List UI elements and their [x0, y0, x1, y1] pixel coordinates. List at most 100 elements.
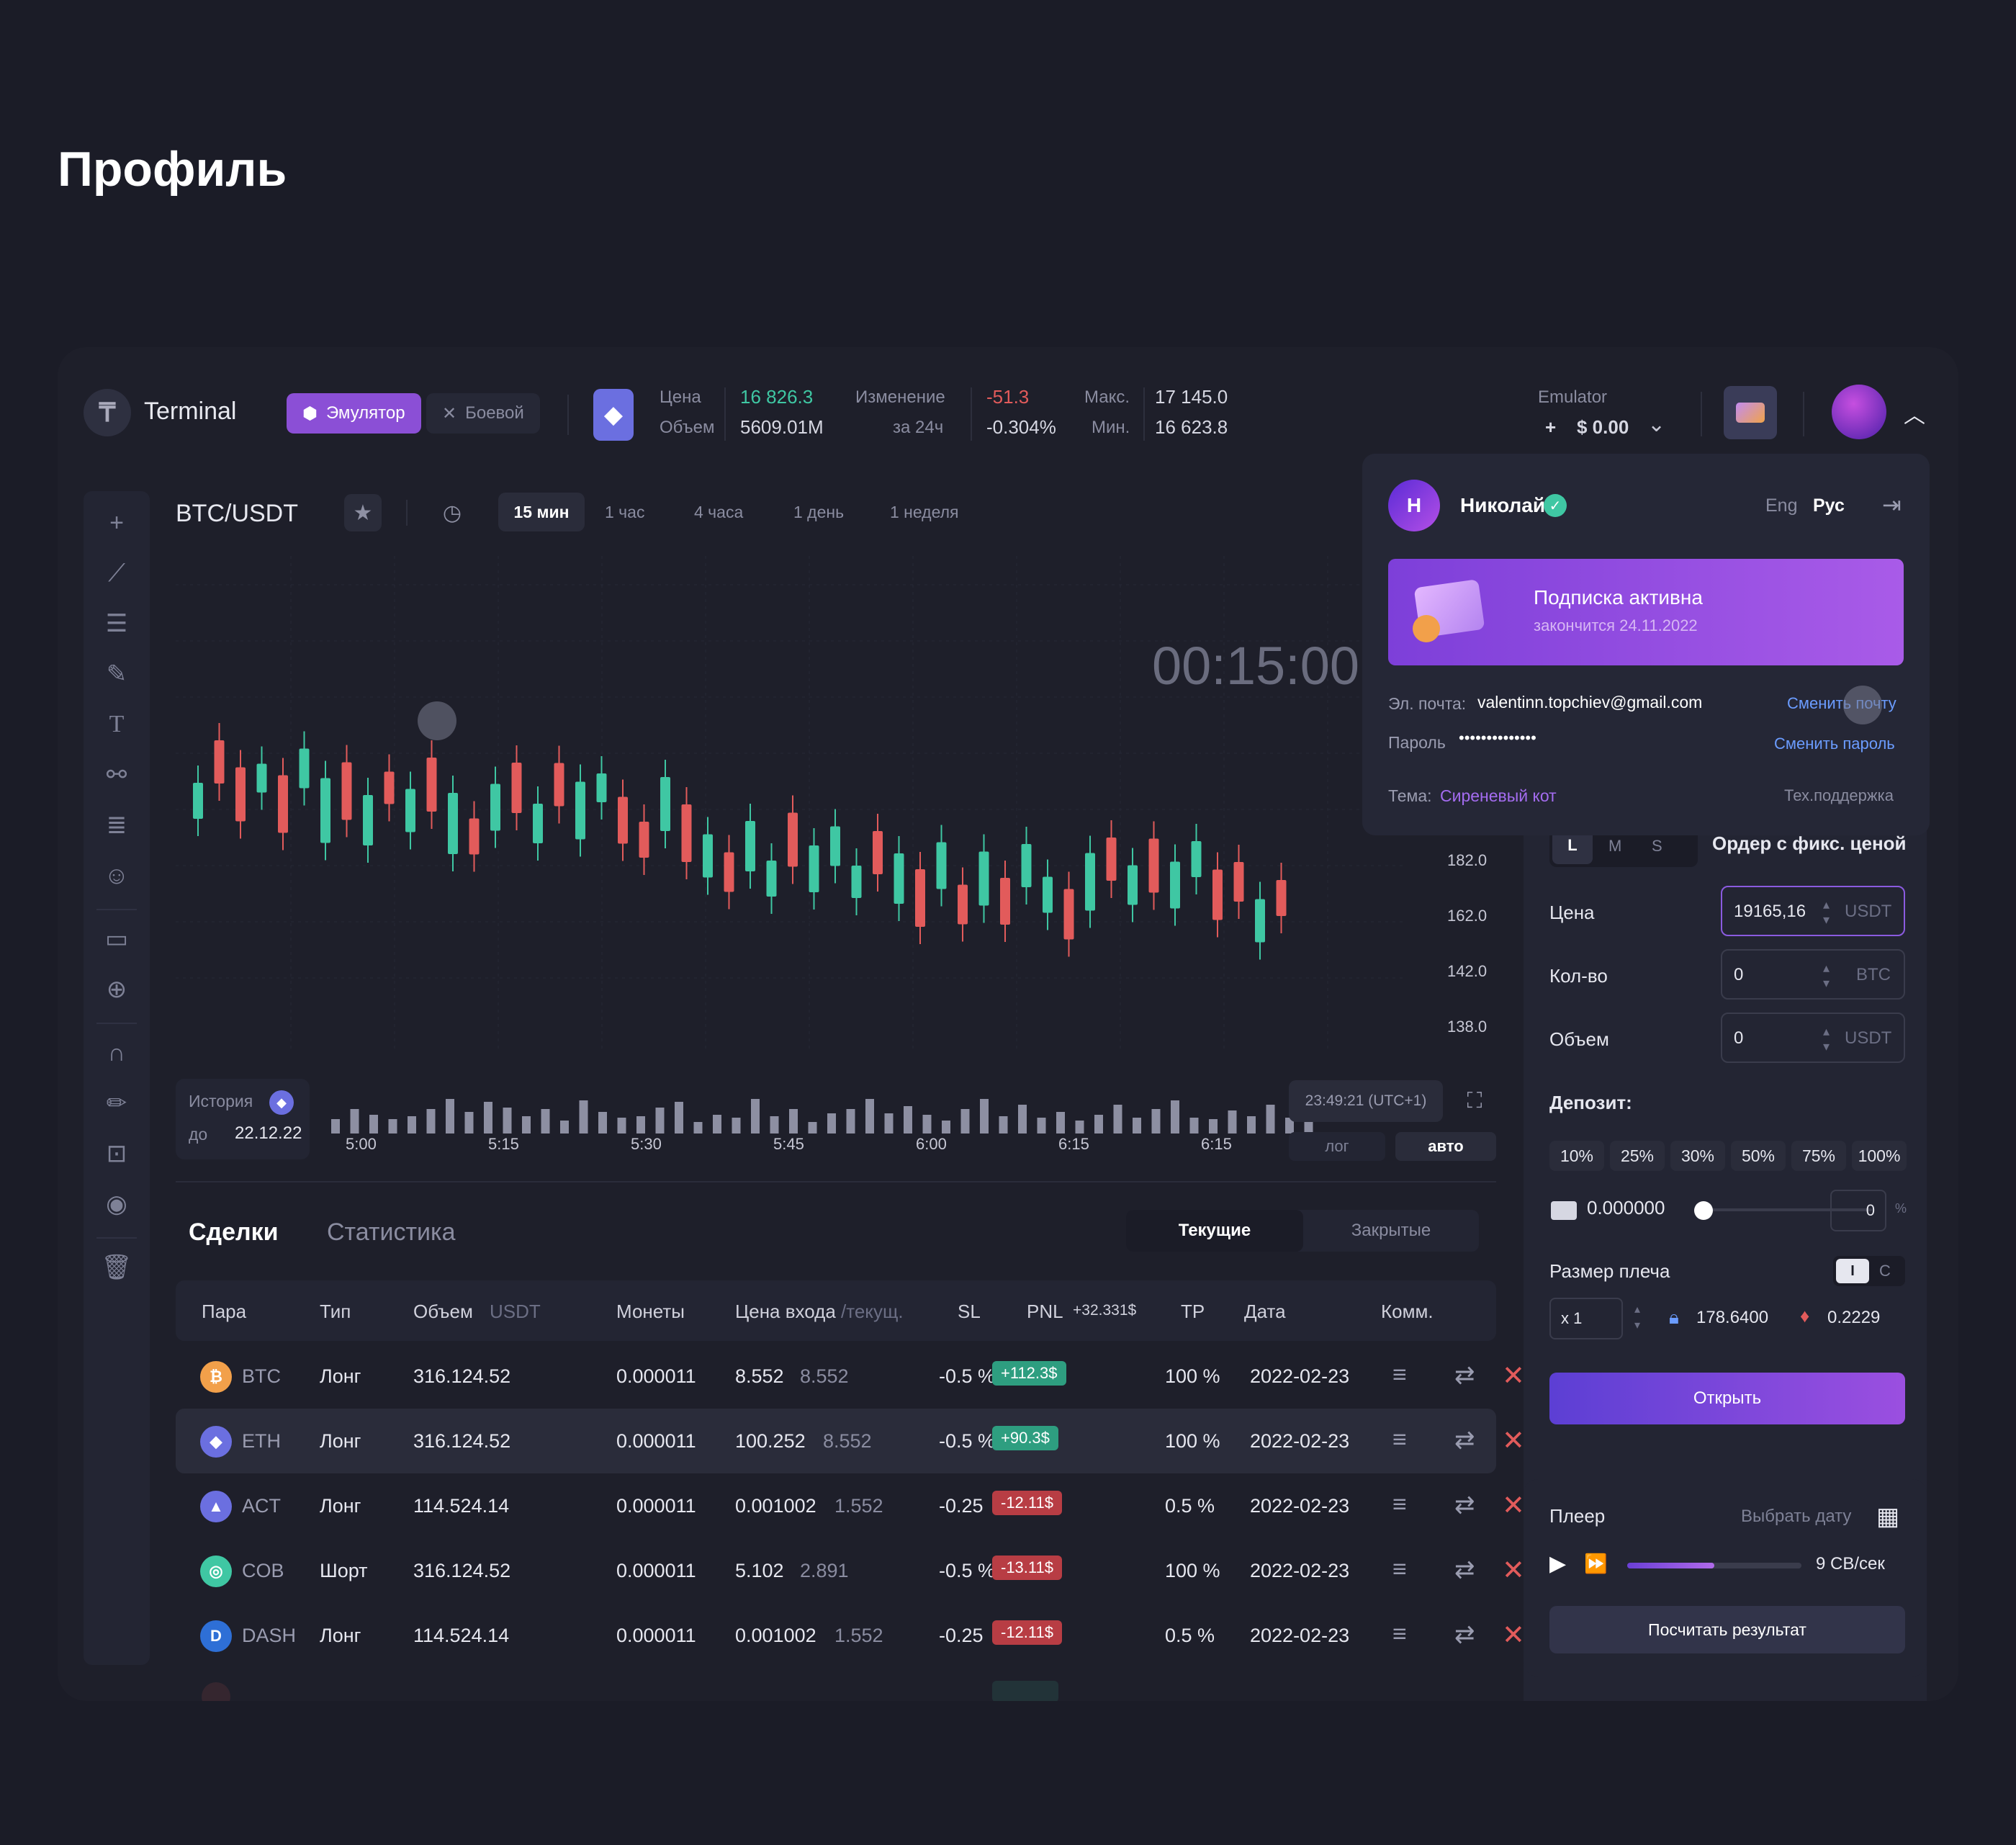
filter-current[interactable]: Текущие	[1126, 1210, 1303, 1252]
auto-scale-button[interactable]: авто	[1395, 1132, 1496, 1161]
calculate-result-button[interactable]: Посчитать результат	[1549, 1606, 1905, 1653]
ruler-icon[interactable]: ▭	[104, 925, 129, 953]
fast-forward-icon[interactable]: ⏩	[1584, 1553, 1608, 1574]
eth-asset-icon[interactable]: ◆	[593, 389, 634, 441]
subscription-title: Подписка активна	[1534, 586, 1703, 609]
close-position-icon[interactable]: ✕	[1502, 1556, 1525, 1586]
player-progress-track[interactable]	[1627, 1563, 1801, 1568]
tf-15m[interactable]: 15 мин	[498, 493, 585, 531]
open-position-button[interactable]: Открыть	[1549, 1373, 1905, 1424]
fullscreen-icon[interactable]: ⛶	[1467, 1089, 1482, 1113]
log-scale-button[interactable]: лог	[1289, 1132, 1385, 1161]
volume-bar	[560, 1121, 569, 1134]
qty-input[interactable]: 0 ▴ ▾ BTC	[1721, 949, 1905, 1000]
pct-25[interactable]: 25%	[1610, 1141, 1665, 1171]
swap-icon[interactable]: ⇄	[1454, 1427, 1475, 1454]
lang-en-button[interactable]: Eng	[1765, 495, 1798, 516]
magnet-icon[interactable]: ∩	[107, 1038, 126, 1067]
deposit-slider-thumb[interactable]	[1694, 1201, 1713, 1220]
tf-1d[interactable]: 1 день	[793, 502, 845, 521]
trash-icon[interactable]: 🗑	[101, 1254, 132, 1281]
pick-date-button[interactable]: Выбрать дату	[1741, 1507, 1852, 1526]
filter-closed[interactable]: Закрытые	[1351, 1221, 1431, 1240]
profile-avatar[interactable]	[1832, 385, 1886, 439]
tf-4h[interactable]: 4 часа	[694, 502, 744, 521]
table-row[interactable]: ₿ BTC Лонг 316.124.52 0.000011 8.552 8.5…	[176, 1344, 1525, 1409]
cell-volume: 114.524.14	[413, 1625, 510, 1646]
stepper-icon[interactable]: ▴ ▾	[1823, 1024, 1830, 1054]
volume-value: 5609.01M	[740, 416, 824, 438]
comment-icon[interactable]: ≡	[1392, 1491, 1407, 1518]
settings-lines-icon[interactable]: ☰	[105, 610, 128, 637]
size-m-button[interactable]: M	[1608, 837, 1622, 855]
table-row[interactable]: ◎ COB Шорт 316.124.52 0.000011 5.102 2.8…	[176, 1538, 1525, 1603]
change-password-link[interactable]: Сменить пароль	[1774, 735, 1895, 753]
size-s-button[interactable]: S	[1652, 837, 1662, 855]
leverage-isolated-button[interactable]: I	[1836, 1259, 1869, 1283]
zoom-in-icon[interactable]: ⊕	[106, 976, 127, 1003]
pct-30[interactable]: 30%	[1670, 1141, 1725, 1171]
tab-statistics[interactable]: Статистика	[327, 1218, 456, 1246]
brush-icon[interactable]: ✎	[106, 660, 127, 688]
pct-50[interactable]: 50%	[1731, 1141, 1786, 1171]
theme-value[interactable]: Сиреневый кот	[1440, 786, 1557, 805]
deposit-pct-input[interactable]: 0	[1830, 1190, 1886, 1231]
account-dropdown-icon[interactable]: ⌄	[1647, 413, 1666, 436]
lang-ru-button[interactable]: Рус	[1813, 495, 1845, 516]
tf-1h[interactable]: 1 час	[605, 502, 645, 521]
eye-icon[interactable]: ◉	[106, 1190, 127, 1218]
line-tool-icon[interactable]: ⟋	[108, 559, 125, 587]
tf-1w[interactable]: 1 неделя	[890, 502, 959, 521]
clock-icon[interactable]: ◷	[442, 500, 462, 525]
table-row[interactable]: ▲ ACT Лонг 114.524.14 0.000011 0.001002 …	[176, 1473, 1525, 1538]
pct-10[interactable]: 10%	[1549, 1141, 1604, 1171]
tab-deals[interactable]: Сделки	[189, 1218, 279, 1246]
stepper-icon[interactable]: ▴ ▾	[1823, 897, 1830, 927]
deposit-slider-track[interactable]	[1704, 1208, 1872, 1211]
lock-icon[interactable]: ⊡	[106, 1140, 127, 1167]
live-mode-button[interactable]: ✕ Боевой	[426, 393, 540, 434]
emoji-icon[interactable]: ☺	[104, 861, 130, 889]
stepper-icon[interactable]: ▴ ▾	[1823, 961, 1830, 990]
volume-bar	[1037, 1118, 1046, 1134]
price-input[interactable]: 19165,16 ▴ ▾ USDT	[1721, 886, 1905, 936]
comment-icon[interactable]: ≡	[1392, 1620, 1407, 1648]
swap-icon[interactable]: ⇄	[1454, 1491, 1475, 1519]
chevron-up-icon[interactable]: ︿	[1904, 404, 1925, 428]
pct-75[interactable]: 75%	[1791, 1141, 1846, 1171]
emulator-mode-button[interactable]: ⬢ Эмулятор	[287, 393, 421, 434]
comment-icon[interactable]: ≡	[1392, 1361, 1407, 1388]
leverage-stepper-icon[interactable]: ▴ ▾	[1634, 1303, 1641, 1332]
pct-100[interactable]: 100%	[1852, 1141, 1907, 1171]
leverage-input[interactable]: x 1	[1549, 1298, 1623, 1339]
subscription-card-icon[interactable]	[1724, 386, 1777, 439]
support-link[interactable]: Тех.поддержка	[1784, 786, 1894, 804]
subscription-card[interactable]: Подписка активна закончится 24.11.2022	[1388, 559, 1904, 665]
candlestick-chart[interactable]	[176, 556, 1407, 1053]
divider	[96, 1237, 137, 1239]
swap-icon[interactable]: ⇄	[1454, 1556, 1475, 1584]
add-balance-button[interactable]: +	[1545, 416, 1557, 438]
close-position-icon[interactable]: ✕	[1502, 1620, 1525, 1651]
close-position-icon[interactable]: ✕	[1502, 1361, 1525, 1391]
close-position-icon[interactable]: ✕	[1502, 1426, 1525, 1456]
play-icon[interactable]: ▶	[1549, 1552, 1567, 1576]
fib-tool-icon[interactable]: ≣	[106, 812, 127, 839]
crosshair-icon[interactable]: +	[109, 508, 124, 537]
leverage-cross-button[interactable]: C	[1879, 1262, 1891, 1280]
table-row[interactable]: D DASH Лонг 114.524.14 0.000011 0.001002…	[176, 1603, 1525, 1668]
comment-icon[interactable]: ≡	[1392, 1556, 1407, 1583]
calendar-icon[interactable]: ▦	[1876, 1503, 1900, 1530]
vol-input[interactable]: 0 ▴ ▾ USDT	[1721, 1013, 1905, 1063]
swap-icon[interactable]: ⇄	[1454, 1362, 1475, 1389]
close-position-icon[interactable]: ✕	[1502, 1491, 1525, 1521]
comment-icon[interactable]: ≡	[1392, 1426, 1407, 1453]
logout-icon[interactable]: ⇥	[1882, 492, 1902, 518]
table-row[interactable]: ◆ ETH Лонг 316.124.52 0.000011 100.252 8…	[176, 1409, 1525, 1473]
swap-icon[interactable]: ⇄	[1454, 1621, 1475, 1648]
history-box[interactable]: История ◆ до 22.12.22	[176, 1079, 310, 1159]
favorite-star-icon[interactable]: ★	[344, 494, 382, 531]
node-tool-icon[interactable]: ⚯	[106, 761, 127, 789]
pencil-icon[interactable]: ✏	[106, 1090, 127, 1117]
text-tool-icon[interactable]: T	[109, 711, 125, 737]
